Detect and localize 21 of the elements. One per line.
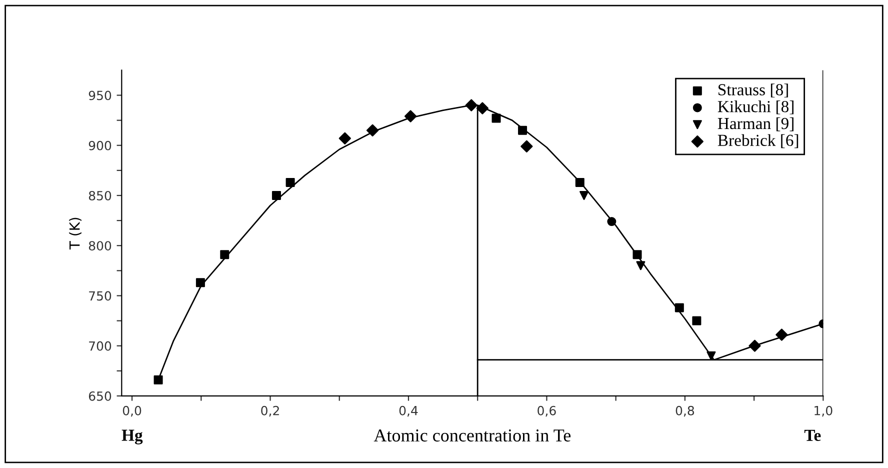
y-tick-label: 750	[89, 291, 112, 301]
legend-label: Harman [9]	[718, 117, 794, 132]
x-tick-label: 0,4	[399, 406, 418, 417]
legend-label: Strauss [8]	[718, 84, 788, 98]
x-tick-label: 0,8	[676, 406, 694, 417]
x-tick-label: 0,2	[261, 406, 279, 417]
text: Hg	[122, 430, 143, 444]
legend-label: Brebrick [6]	[718, 134, 798, 148]
text: Te	[804, 430, 821, 441]
y-axis-title: T (K)	[69, 218, 82, 250]
x-axis-title: Atomic concentration in Te	[374, 429, 571, 442]
y-tick-label: 950	[88, 90, 112, 100]
y-tick-label: 650	[88, 391, 112, 401]
y-tick-label: 850	[88, 190, 112, 200]
x-tick-label: 1,0	[814, 406, 832, 417]
x-tick-label: 0,0	[122, 406, 142, 417]
y-tick-label: 800	[88, 241, 112, 251]
legend-label: Kikuchi [8]	[718, 100, 794, 114]
y-tick-label: 900	[88, 140, 112, 150]
y-tick-label: 700	[89, 341, 112, 351]
x-tick-label: 0,6	[538, 406, 556, 417]
